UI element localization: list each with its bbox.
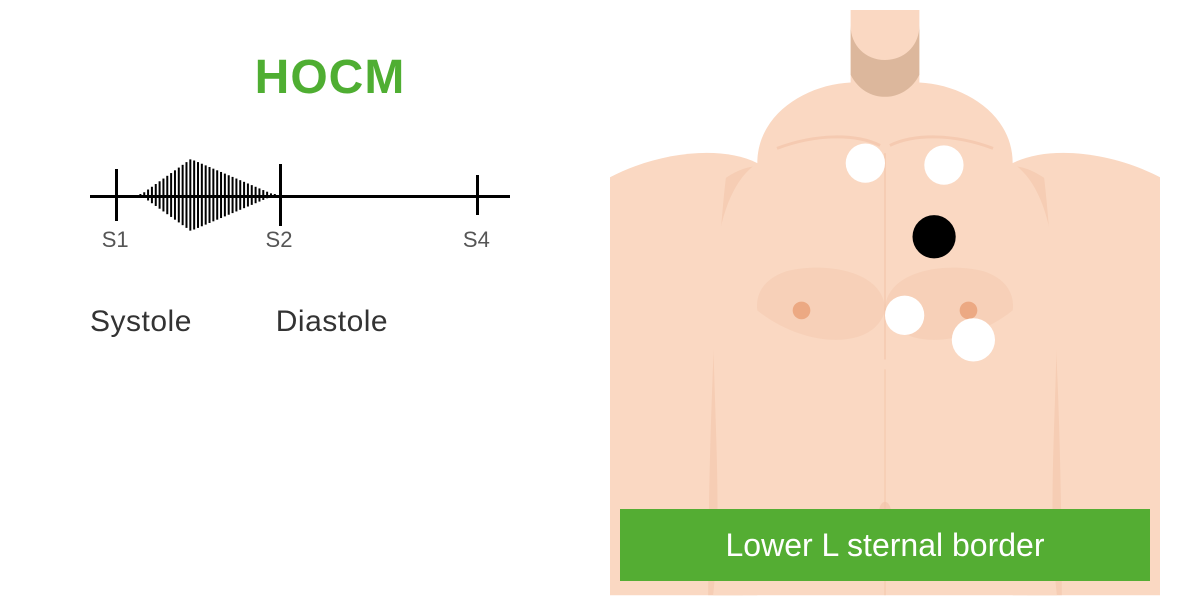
tick-S1 [115, 169, 118, 221]
torso-illustration: Lower L sternal border [610, 10, 1160, 601]
tick-label-S1: S1 [102, 227, 129, 253]
right-panel: Lower L sternal border [600, 0, 1200, 611]
left-panel: HOCM S1 S2 S4 Systole Diastole [0, 0, 600, 611]
tick-S4 [476, 175, 479, 215]
ausc-pulmonic [924, 145, 963, 184]
phase-labels: Systole Diastole [90, 305, 560, 339]
ausc-tricuspid [885, 296, 924, 335]
ausc-aortic [846, 143, 885, 182]
figure-root: HOCM S1 S2 S4 Systole Diastole [0, 0, 1200, 611]
phase-systole: Systole [90, 305, 192, 339]
auscultation-caption: Lower L sternal border [620, 509, 1150, 581]
tick-S2 [279, 164, 282, 226]
condition-title: HOCM [100, 50, 560, 105]
phonocardiogram: S1 S2 S4 [90, 155, 510, 275]
phase-diastole: Diastole [276, 305, 388, 339]
tick-label-S4: S4 [463, 227, 490, 253]
murmur-shape [90, 145, 510, 245]
ausc-mitral [952, 318, 995, 361]
ausc-llsb [913, 215, 956, 258]
tick-label-S2: S2 [266, 227, 293, 253]
